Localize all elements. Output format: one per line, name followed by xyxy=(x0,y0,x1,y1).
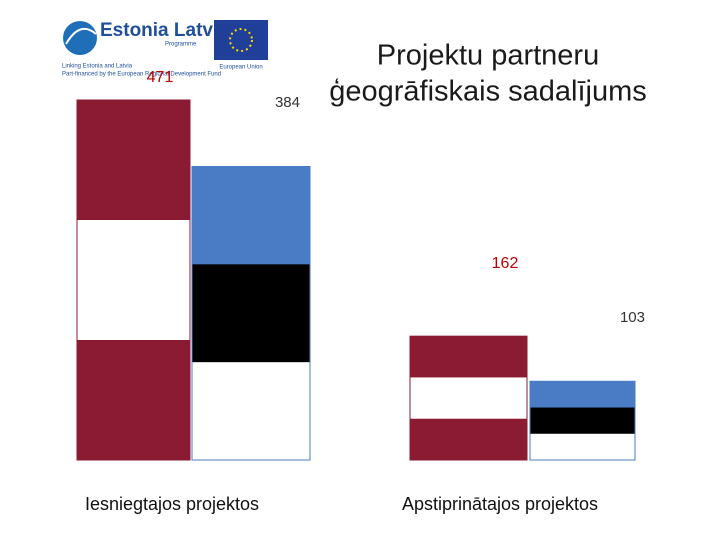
flag-stripe xyxy=(192,264,310,363)
flag-bar xyxy=(191,165,311,461)
flag-stripe xyxy=(77,220,190,341)
flag-stripe xyxy=(410,418,527,461)
bar xyxy=(409,335,528,461)
logo-name: Estonia Latvia xyxy=(100,20,229,41)
bar xyxy=(191,165,311,461)
flag-stripe xyxy=(77,100,190,221)
logo-programme: Programme xyxy=(165,42,197,48)
flag-bar xyxy=(529,380,636,461)
flag-stripe xyxy=(77,340,190,461)
chart-title-2: ģeogrāfiskais sadalījums xyxy=(329,76,647,108)
eu-stars xyxy=(229,28,253,52)
flag-stripe xyxy=(192,362,310,461)
value-label: 384 xyxy=(275,94,300,111)
value-label: 471 xyxy=(147,69,174,86)
flag-stripe xyxy=(530,433,635,461)
logo-line2: Part-financed by the European Regional D… xyxy=(62,72,221,78)
value-label: 103 xyxy=(620,309,645,326)
logo-line1: Linking Estonia and Latvia xyxy=(62,64,133,70)
logo-globe xyxy=(63,21,97,55)
chart-title: Projektu partneru xyxy=(377,40,599,72)
flag-bar xyxy=(409,335,528,461)
flag-stripe xyxy=(410,336,527,378)
flag-stripe xyxy=(530,381,635,409)
value-label: 162 xyxy=(492,255,519,272)
category-label: Apstiprinātajos projektos xyxy=(402,494,598,514)
logo: Estonia Latvia Programme Linking Estonia… xyxy=(62,20,268,78)
eu-label: European Union xyxy=(219,65,262,71)
bar xyxy=(529,380,636,461)
category-label: Iesniegtajos projektos xyxy=(85,494,259,514)
flag-stripe xyxy=(410,377,527,420)
flag-stripe xyxy=(530,407,635,435)
flag-bar xyxy=(76,99,191,461)
eu-flag xyxy=(214,20,268,60)
flag-stripe xyxy=(192,166,310,265)
bar xyxy=(76,99,191,461)
logo-swoosh xyxy=(65,27,97,45)
